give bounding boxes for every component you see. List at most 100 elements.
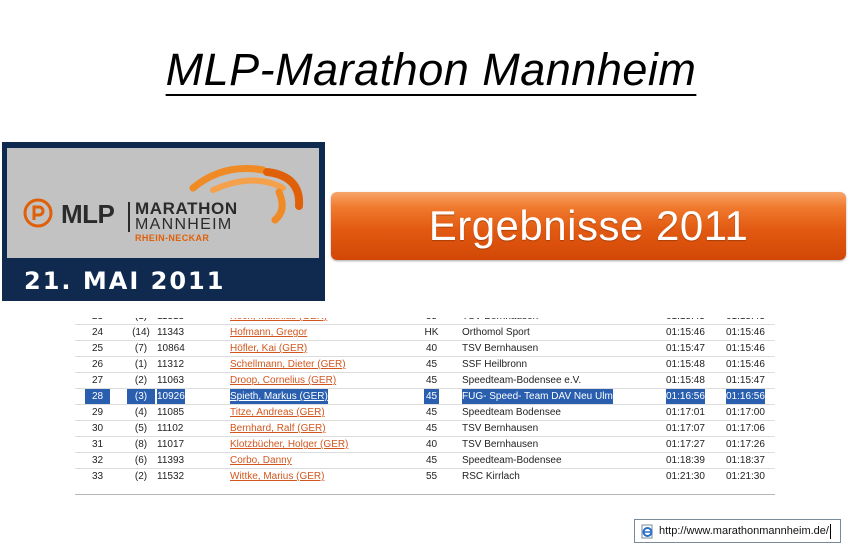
row-runner-name[interactable]: Höfler, Kai (GER) [230,343,308,354]
table-row: 25 (7) 10864 Höfler, Kai (GER) 40 TSV Bernhau… [75,340,775,357]
table-row: 30 (5) 11102 Bernhard, Ralf (GER) 45 TSV Bern… [75,420,775,437]
row-runner-name[interactable]: Wittke, Marius (GER) [230,471,325,482]
row-net-time: 01:18:37 [726,455,765,466]
row-age-rank: (6) [134,455,148,466]
row-bib-number: 11343 [157,327,185,338]
row-net-time: 01:15:47 [726,375,765,386]
row-club: TSV Bernhausen [462,343,539,354]
results-2011-button[interactable]: Ergebnisse 2011 [331,192,846,260]
row-bib-number: 11313 [157,318,184,325]
runner-arcs-icon [189,164,304,224]
row-position: 32 [91,455,104,466]
row-runner-name[interactable]: Bernhard, Ralf (GER) [230,423,326,434]
row-runner-name[interactable]: Schellmann, Dieter (GER) [230,359,346,370]
row-net-time: 01:15:46 [726,343,765,354]
row-net-time: 01:17:00 [726,407,765,418]
row-runner-name[interactable]: Spieth, Markus (GER) [230,389,328,405]
row-position: 27 [91,375,104,386]
logo-line2: MANNHEIM [135,216,233,233]
row-age-class: 45 [425,407,438,418]
row-runner-name[interactable]: Corbo, Danny [230,455,292,466]
row-age-class: 45 [425,359,438,370]
row-runner-name[interactable]: Koch, Matthias (GER) [230,318,327,325]
row-age-class: 45 [424,389,439,405]
row-club: TSV Bernhausen [462,318,538,325]
row-age-rank: (2) [134,471,148,482]
row-age-class: 55 [425,471,438,482]
row-net-time: 01:21:30 [726,471,765,482]
row-club: RSC Kirrlach [462,471,520,482]
row-net-time: 01:17:06 [726,423,765,434]
row-runner-name[interactable]: Titze, Andreas (GER) [230,407,325,418]
logo-line1: MARATHON [135,199,238,218]
url-text: http://www.marathonmannheim.de/ [659,525,829,537]
row-runner-name[interactable]: Klotzbücher, Holger (GER) [230,439,349,450]
row-position: 25 [91,343,104,354]
row-club: TSV Bernhausen [462,423,539,434]
row-age-rank: (5) [134,423,148,434]
row-club: SSF Heilbronn [462,359,528,370]
row-bib-number: 10926 [157,389,185,405]
row-runner-name[interactable]: Droop, Cornelius (GER) [230,375,337,386]
row-net-time: 01:15:46 [726,359,765,370]
row-position: 33 [91,471,104,482]
row-position: 24 [91,327,104,338]
row-bib-number: 11532 [157,471,185,482]
row-bib-number: 11085 [157,407,185,418]
row-age-rank: (7) [134,343,148,354]
row-runner-name[interactable]: Hofmann, Gregor [230,327,308,338]
event-date: 21. MAI 2011 [24,267,226,295]
row-age-rank: (8) [134,439,148,450]
table-row: 29 (4) 11085 Titze, Andreas (GER) 45 Speedtea… [75,404,775,421]
logo-divider [128,202,130,232]
row-net-time: 01:16:56 [726,389,765,405]
table-row: 23 (1)11313 Koch, Matthias (GER) 55 TSV Bern… [75,318,775,325]
row-position: 31 [91,439,104,450]
row-age-class: 40 [425,343,438,354]
event-logo: MLP MARATHON MANNHEIM RHEIN-NECKAR 21. M… [2,142,325,301]
logo-region: RHEIN-NECKAR [135,233,210,243]
ie-page-icon [641,524,653,539]
table-row: 33 (2) 11532 Wittke, Marius (GER) 55 RSC Kirr… [75,468,775,485]
row-gross-time: 01:21:30 [666,471,705,482]
row-age-rank: (3) [127,389,155,405]
row-club: Orthomol Sport [462,327,530,338]
row-age-rank: (1) [134,359,148,370]
row-position: 28 [85,389,110,405]
row-gross-time: 01:17:01 [666,407,705,418]
row-age-rank: (4) [134,407,148,418]
row-gross-time: 01:15:46 [666,327,705,338]
page-title: MLP-Marathon Mannheim [165,44,697,95]
row-position: 23 [85,318,110,325]
row-age-class: 45 [425,423,438,434]
row-gross-time: 01:18:39 [666,455,705,466]
logo-brand: MLP [61,199,115,229]
table-row: 32 (6) 11393 Corbo, Danny 45 Speedteam-Bodens… [75,452,775,469]
row-age-rank: (1) [127,318,155,325]
row-gross-time: 01:15:48 [666,359,705,370]
row-gross-time: 01:15:45 [666,318,705,325]
table-row: 24 (14) 11343 Hofmann, Gregor HK Orthomol Spo… [75,324,775,341]
row-bib-number: 11063 [157,375,185,386]
row-gross-time: 01:16:56 [666,389,705,405]
mlp-p-icon [23,198,53,228]
table-row: 28 (3) 10926 Spieth, Markus (GER) 45 FUG- Spe… [75,388,775,405]
row-gross-time: 01:17:27 [666,439,705,450]
row-bib-number: 11393 [157,455,185,466]
row-age-class: 45 [425,375,438,386]
row-age-class: 45 [425,455,438,466]
row-net-time: 01:15:46 [726,327,765,338]
row-position: 29 [91,407,104,418]
address-bar[interactable]: http://www.marathonmannheim.de/ [634,519,841,543]
results-table: 23(1)11313Koch, Matthias (GER)55TSV Bern… [75,318,775,495]
table-row: 31 (8) 11017 Klotzbücher, Holger (GER) 40 TSV… [75,436,775,453]
row-age-class: 40 [425,439,438,450]
row-age-class: HK [424,327,439,338]
row-gross-time: 01:17:07 [666,423,705,434]
row-net-time: 01:15:43 [726,318,765,325]
row-gross-time: 01:15:48 [666,375,705,386]
row-club: Speedteam Bodensee [462,407,561,418]
row-age-rank: (14) [132,327,150,338]
row-bib-number: 11017 [157,439,185,450]
row-age-rank: (2) [134,375,148,386]
